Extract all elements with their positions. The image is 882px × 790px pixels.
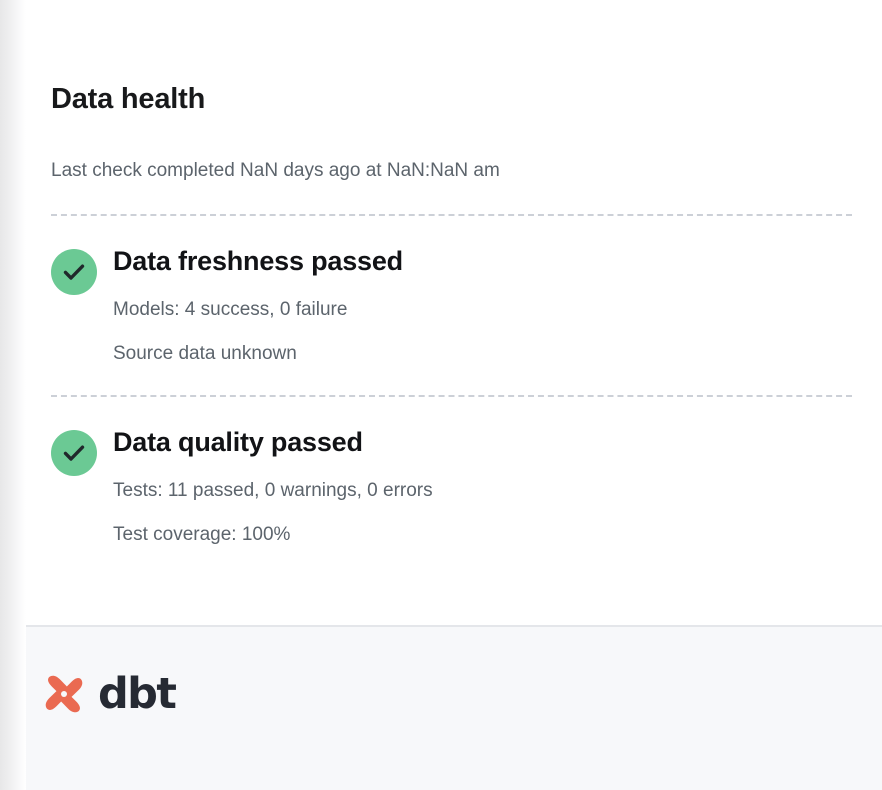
check-circle-icon xyxy=(51,249,97,295)
divider-wrap-middle xyxy=(0,395,882,397)
panel-footer: dbt xyxy=(0,625,882,790)
check-circle-icon xyxy=(51,430,97,476)
dbt-brand: dbt xyxy=(41,671,882,717)
page-title: Data health xyxy=(51,83,206,115)
status-text-data-freshness: Data freshness passed Models: 4 success,… xyxy=(97,245,403,365)
dbt-logo-icon xyxy=(41,671,87,717)
panel-content: Data health Last check completed NaN day… xyxy=(0,0,882,546)
divider-after-header xyxy=(51,214,852,216)
status-detail-source-data: Source data unknown xyxy=(113,343,297,364)
status-text-data-quality: Data quality passed Tests: 11 passed, 0 … xyxy=(97,426,433,546)
status-row-data-quality: Data quality passed Tests: 11 passed, 0 … xyxy=(0,397,882,546)
status-title-data-quality: Data quality passed xyxy=(113,427,363,457)
status-detail-models: Models: 4 success, 0 failure xyxy=(113,299,348,320)
last-check-status-text: Last check completed NaN days ago at NaN… xyxy=(51,160,500,181)
status-detail-tests: Tests: 11 passed, 0 warnings, 0 errors xyxy=(113,480,433,501)
dbt-wordmark: dbt xyxy=(98,668,177,719)
divider-between-sections xyxy=(51,395,852,397)
status-detail-test-coverage: Test coverage: 100% xyxy=(113,524,291,545)
status-title-data-freshness: Data freshness passed xyxy=(113,246,403,276)
status-row-data-freshness: Data freshness passed Models: 4 success,… xyxy=(0,216,882,365)
panel-header: Data health Last check completed NaN day… xyxy=(0,0,882,216)
